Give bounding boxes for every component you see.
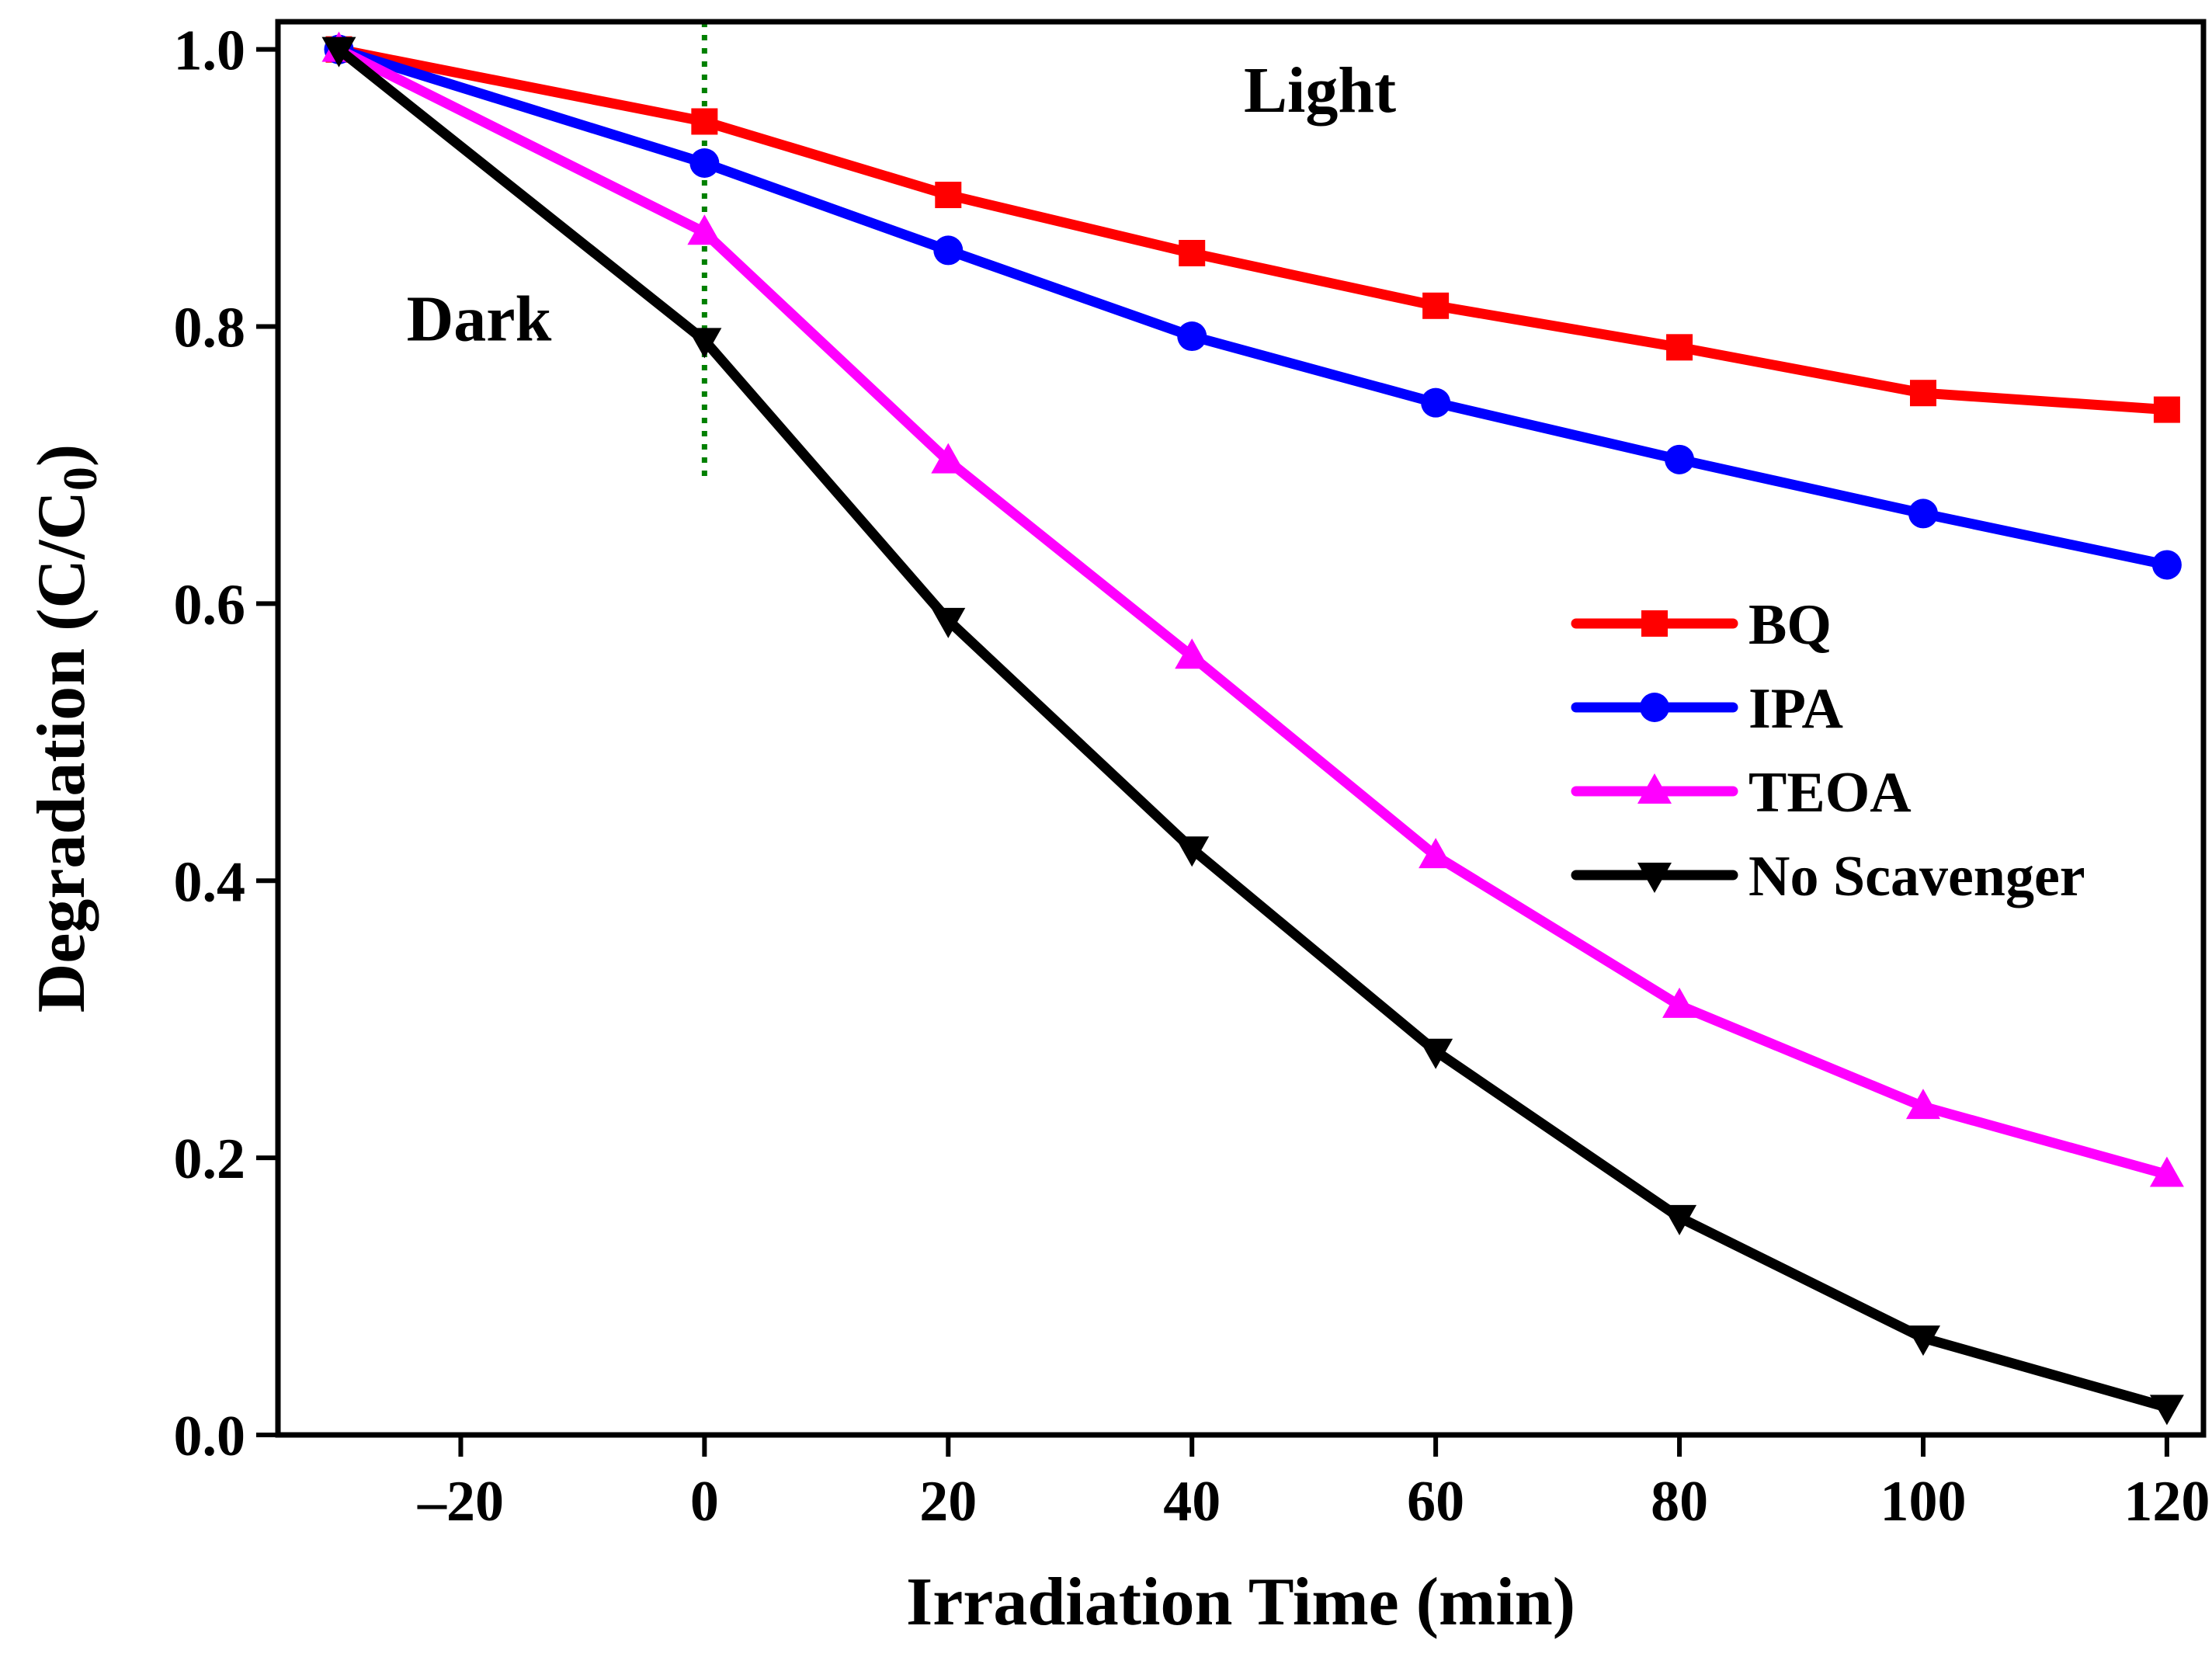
data-point-bq [2153, 396, 2180, 423]
x-tick-label: 100 [1880, 1470, 1966, 1534]
series-line-no-scavenger [333, 44, 2172, 1412]
series-line-bq [333, 44, 2172, 415]
data-point-no-scavenger [321, 36, 356, 68]
y-axis-title: Degradation (C/C0) [24, 444, 107, 1013]
legend-label-teoa: TEOA [1748, 761, 1912, 825]
data-point-ipa [2151, 550, 2182, 580]
x-tick-label: 0 [690, 1470, 719, 1534]
data-point-ipa [1177, 321, 1207, 352]
data-point-ipa [1421, 387, 1451, 418]
data-point-no-scavenger [1419, 1038, 1453, 1069]
data-point-teoa [687, 214, 722, 245]
data-point-no-scavenger [1662, 1204, 1697, 1235]
legend-marker-no-scavenger [1637, 863, 1672, 893]
plot-frame [275, 19, 2207, 1438]
x-axis-title: Irradiation Time (min) [906, 1565, 1575, 1640]
y-tick-label: 1.0 [174, 19, 246, 83]
data-point-bq [1909, 380, 1936, 407]
annotation-dark: Dark [407, 283, 552, 355]
data-point-ipa [1665, 444, 1695, 474]
x-tick-label: 60 [1407, 1470, 1464, 1534]
legend-marker-bq [1641, 610, 1668, 637]
legend-marker-teoa [1637, 773, 1672, 804]
data-point-bq [1179, 239, 1206, 266]
y-tick-label: 0.0 [174, 1405, 246, 1468]
x-tick-label: 40 [1163, 1470, 1221, 1534]
y-axis-title-subscript: 0 [54, 467, 107, 491]
series-line-ipa [333, 44, 2172, 570]
data-point-teoa [1905, 1089, 1940, 1120]
x-tick-label: 120 [2123, 1470, 2210, 1534]
data-point-no-scavenger [931, 607, 966, 638]
data-point-bq [1666, 334, 1693, 361]
data-point-no-scavenger [687, 328, 722, 359]
data-point-teoa [1419, 838, 1453, 869]
annotation-layer: Dark Light [407, 54, 1396, 355]
data-point-no-scavenger [1175, 836, 1210, 867]
data-point-teoa [1175, 638, 1210, 669]
legend-label-no-scavenger: No Scavenger [1748, 845, 2085, 908]
data-point-bq [1422, 292, 1450, 319]
data-point-bq [691, 108, 718, 135]
plot-layer [321, 22, 2184, 1426]
y-tick-label: 0.8 [174, 297, 246, 360]
data-point-ipa [1908, 498, 1938, 529]
legend-label-bq: BQ [1748, 593, 1832, 657]
y-tick-label: 0.2 [174, 1127, 246, 1191]
x-tick-label: 20 [919, 1470, 977, 1534]
data-point-teoa [931, 443, 966, 474]
x-tick-label: –20 [417, 1470, 504, 1534]
data-point-ipa [689, 148, 720, 178]
y-tick-label: 0.4 [174, 850, 246, 914]
legend-label-ipa: IPA [1748, 677, 1843, 741]
legend-marker-ipa [1640, 693, 1669, 722]
series-line-teoa [333, 44, 2172, 1180]
data-point-ipa [933, 235, 964, 266]
legend: BQ IPA TEOA No Scavenger [1571, 593, 2085, 908]
data-point-teoa [1662, 987, 1697, 1018]
data-point-teoa [2149, 1156, 2184, 1187]
data-point-no-scavenger [2149, 1395, 2184, 1426]
axes-layer: –20 0 20 40 60 80 100 120 0.0 0.2 0.4 0.6 0.8 1.0 [174, 19, 2210, 1534]
annotation-light: Light [1244, 54, 1396, 127]
y-tick-label: 0.6 [174, 573, 246, 637]
y-axis-title-close: ) [24, 444, 99, 467]
y-axis-title-main: Degradation (C/C [24, 491, 99, 1013]
data-point-bq [935, 182, 962, 209]
x-tick-label: 80 [1651, 1470, 1708, 1534]
data-point-no-scavenger [1905, 1325, 1940, 1357]
